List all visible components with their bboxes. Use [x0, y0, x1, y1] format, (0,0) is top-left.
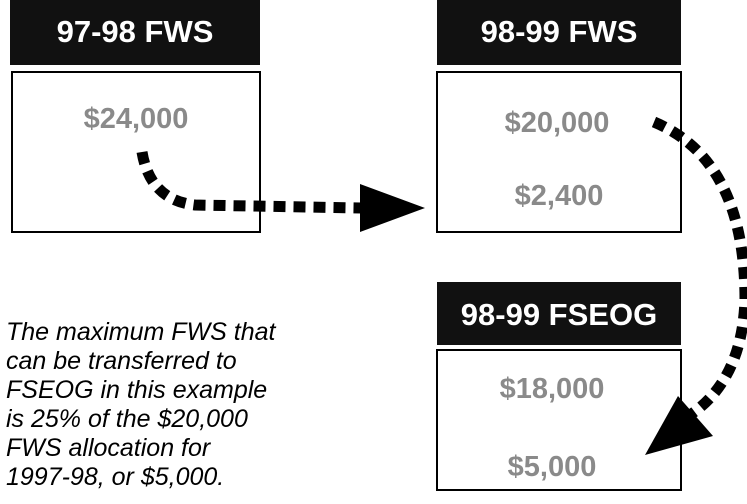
amount: $20,000	[505, 107, 610, 139]
box	[436, 71, 682, 233]
box-title: 98-99 FSEOG	[461, 297, 657, 332]
arrow-line	[136, 150, 363, 214]
box-header	[437, 282, 681, 345]
amount: $18,000	[500, 373, 605, 405]
note-line: FWS allocation for	[6, 434, 212, 462]
box-title: 98-99 FWS	[481, 14, 638, 49]
note-line: FSEOG in this example	[6, 376, 267, 404]
note-line: is 25% of the $20,000	[6, 405, 248, 433]
amount: $24,000	[84, 103, 189, 135]
note-line: 1997-98, or $5,000.	[6, 463, 224, 491]
arrow-line	[651, 116, 747, 420]
amount: $5,000	[508, 451, 597, 483]
note-line: can be transferred to	[6, 347, 237, 375]
note-line: The maximum FWS that	[6, 318, 277, 346]
box-header	[437, 0, 681, 65]
arrow-head	[360, 184, 425, 232]
box-header	[10, 0, 260, 65]
box-title: 97-98 FWS	[57, 14, 214, 49]
box	[436, 349, 682, 491]
amount: $2,400	[515, 180, 604, 212]
arrow-head	[645, 396, 713, 455]
